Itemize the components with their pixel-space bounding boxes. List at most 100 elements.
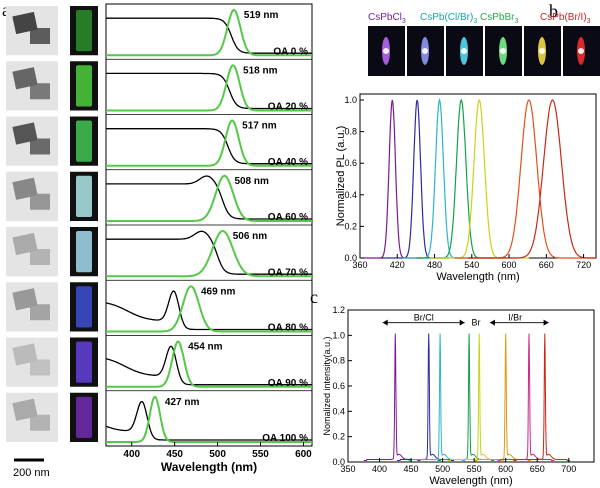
vial-glow <box>76 341 92 383</box>
chart-a-row: 517 nm OA 40 % <box>106 114 312 168</box>
vial-photo <box>70 392 98 442</box>
tem-image <box>6 282 58 332</box>
nanocrystal-shape <box>30 28 50 44</box>
panel-label-b: b <box>549 1 558 21</box>
x-tick-label: 480 <box>427 260 442 270</box>
x-tick-label: 720 <box>576 260 591 270</box>
chart-a-x-label: Wavelength (nm) <box>161 460 257 474</box>
tem-image <box>6 116 58 166</box>
absorption-line <box>106 72 312 110</box>
pl-series-line <box>468 99 596 259</box>
absorption-line <box>106 175 312 220</box>
formula-subscript: 3 <box>402 18 406 25</box>
y-tick-label: 1.2 <box>332 305 345 315</box>
vial-photo <box>70 61 98 111</box>
vial-glow <box>76 10 92 52</box>
pl-line <box>106 229 312 278</box>
annotation-arrowhead <box>543 319 549 326</box>
nanocrystal-shape <box>30 249 50 265</box>
pl-line <box>106 119 312 167</box>
vial-photo <box>70 6 98 56</box>
row-label: OA 80 % <box>268 323 308 334</box>
pl-line <box>106 395 312 443</box>
crystal-photo <box>524 26 561 76</box>
y-tick-label: 0.6 <box>332 381 345 391</box>
vial-photo <box>70 116 98 166</box>
tem-image <box>6 337 58 387</box>
peak-label: 517 nm <box>242 121 277 132</box>
x-tick-label: 400 <box>123 449 140 460</box>
annotation-label-bg <box>469 317 484 328</box>
annotation-arrowhead <box>489 319 495 326</box>
chart-a-row: 469 nm OA 80 % <box>105 279 312 334</box>
intensity-series-line <box>513 333 570 461</box>
vial-glow <box>76 175 92 217</box>
absorption-line <box>106 230 312 275</box>
peak-label: 519 nm <box>244 10 279 21</box>
vial-photo-column <box>70 6 98 442</box>
crystal-photo-label: CsPbBr3 <box>480 12 518 25</box>
row-label: OA 90 % <box>268 378 308 389</box>
pl-line <box>106 64 312 112</box>
crystal-photo <box>407 26 444 76</box>
chart-b-y-label: Normalized PL (a.u.) <box>335 126 347 226</box>
crystal-photo-strip <box>368 26 600 76</box>
y-tick-label: 1.0 <box>344 95 357 105</box>
chart-a-row: 454 nm OA 90 % <box>105 335 312 389</box>
absorption-line <box>106 128 312 165</box>
vial-photo <box>70 282 98 332</box>
formula: CsPb(Br/I) <box>540 12 587 23</box>
annotation-arrowhead <box>459 319 465 326</box>
x-tick-label: 360 <box>352 260 367 270</box>
crystal-core <box>422 48 428 54</box>
peak-label: 508 nm <box>234 176 269 187</box>
y-tick-label: 1.0 <box>332 330 345 340</box>
crystal-core <box>461 48 467 54</box>
y-tick-label: 0.2 <box>332 432 345 442</box>
chart-c-x-label: Wavelength (nm) <box>429 475 512 487</box>
peak-label: 469 nm <box>201 286 236 297</box>
absorption-line <box>105 345 312 386</box>
crystal-photo <box>446 26 483 76</box>
intensity-series-line <box>474 333 531 461</box>
tem-image <box>6 171 58 221</box>
chart-a-row: 506 nm OA 70 % <box>106 224 312 278</box>
y-tick-label: 0.0 <box>332 457 345 467</box>
y-tick-label: 0.0 <box>344 253 357 263</box>
y-tick-label: 0.8 <box>344 127 357 137</box>
chart-c-series <box>363 333 570 461</box>
x-tick-label: 650 <box>530 464 545 474</box>
intensity-series-line <box>363 333 421 461</box>
annotation-label: Br <box>472 318 481 328</box>
peak-label: 506 nm <box>233 231 268 242</box>
x-tick-label: 600 <box>295 449 312 460</box>
absorption-line <box>105 400 312 441</box>
absorption-line <box>105 290 312 331</box>
intensity-series-line <box>408 333 466 461</box>
tem-image <box>6 392 58 442</box>
crystal-photo-label: CsPb(Cl/Br)3 <box>420 12 477 25</box>
row-label: OA 100 % <box>262 433 308 444</box>
y-tick-label: 0.4 <box>332 406 345 416</box>
x-tick-label: 350 <box>340 464 355 474</box>
tem-image-column <box>6 6 58 442</box>
panel-label-c: c <box>310 287 318 307</box>
absorption-line <box>106 17 312 54</box>
pl-line <box>106 285 312 333</box>
tem-image <box>6 6 58 56</box>
formula-subscript: 3 <box>473 18 477 25</box>
nanocrystal-shape <box>30 359 50 376</box>
intensity-series-line <box>397 333 454 461</box>
peak-label: 427 nm <box>165 397 200 408</box>
row-label: OA 20 % <box>268 102 308 113</box>
nanocrystal-shape <box>30 414 50 431</box>
crystal-photo-label: CsPb(Br/I)3 <box>540 12 591 25</box>
x-tick-label: 500 <box>209 449 226 460</box>
crystal-core <box>383 48 389 54</box>
vial-glow <box>76 65 92 107</box>
vial-photo <box>70 227 98 277</box>
x-tick-label: 700 <box>561 464 576 474</box>
pl-series-line <box>416 98 506 259</box>
x-tick-label: 600 <box>502 260 517 270</box>
annotation-arrowhead <box>382 319 388 326</box>
